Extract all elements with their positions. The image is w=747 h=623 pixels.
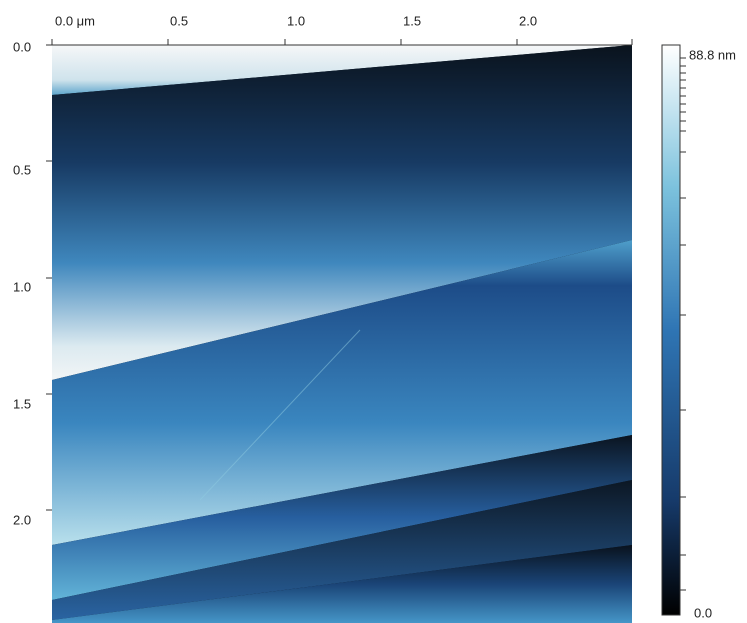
y-tick-label: 0.5	[13, 162, 31, 177]
y-axis: 0.0 0.5 1.0 1.5 2.0	[13, 39, 52, 527]
x-tick-label: 0.5	[170, 13, 188, 28]
colorbar: 88.8 nm 0.0	[661, 44, 736, 620]
colorbar-max-label: 88.8 nm	[689, 47, 736, 62]
y-tick-label: 1.5	[13, 396, 31, 411]
x-tick-label: 1.0	[287, 13, 305, 28]
y-tick-label: 0.0	[13, 39, 31, 54]
x-tick-label: 0.0 μm	[55, 13, 95, 28]
x-axis: 0.0 μm 0.5 1.0 1.5 2.0	[51, 13, 633, 46]
y-tick-label: 1.0	[13, 279, 31, 294]
x-tick-label: 1.5	[403, 13, 421, 28]
y-tick-label: 2.0	[13, 512, 31, 527]
afm-image	[52, 45, 632, 623]
colorbar-min-label: 0.0	[694, 605, 712, 620]
x-tick-label: 2.0	[519, 13, 537, 28]
